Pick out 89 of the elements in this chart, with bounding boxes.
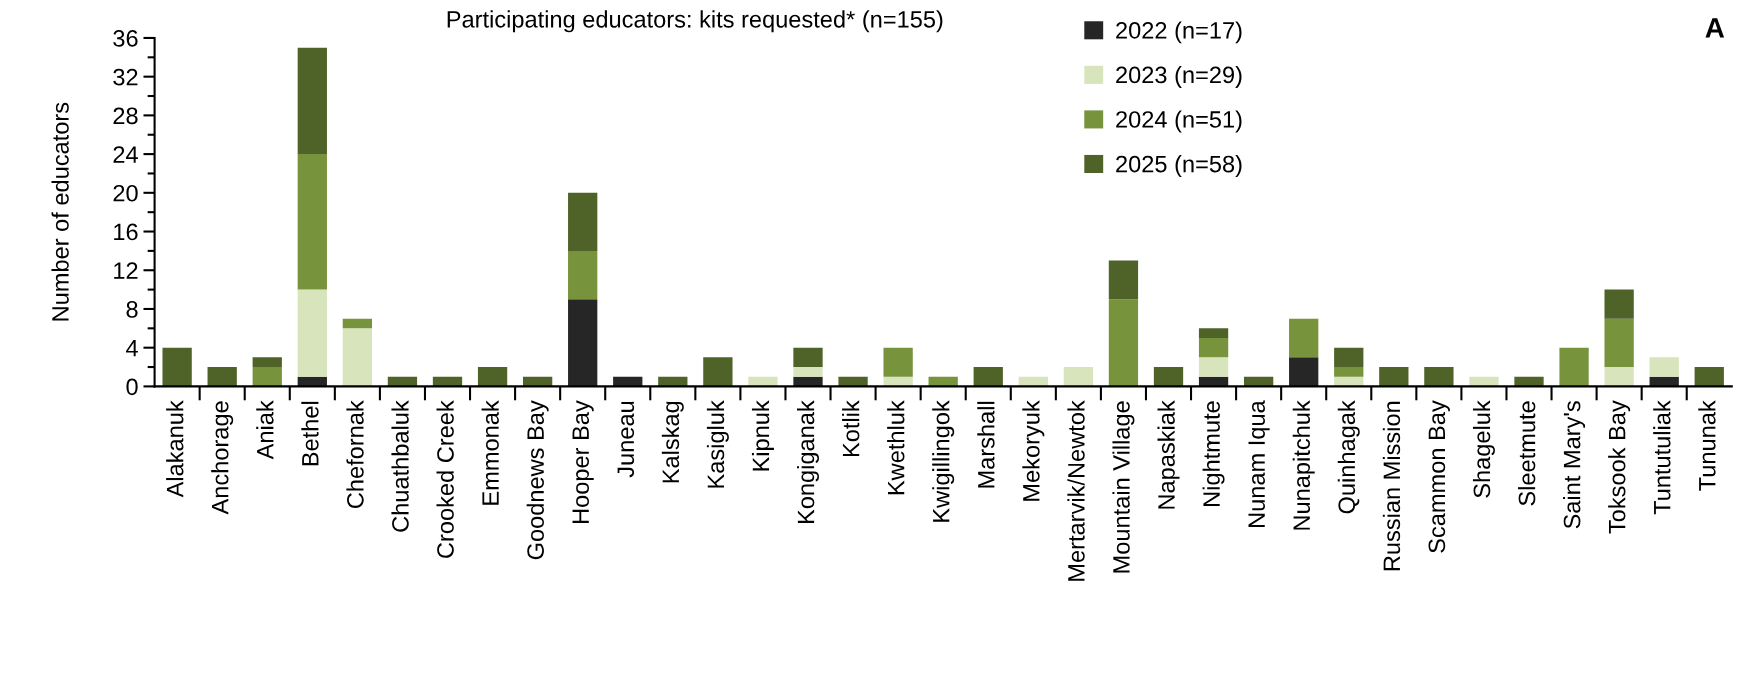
y-tick-label: 0 [126, 378, 138, 396]
bar [568, 192, 598, 251]
x-tick-label: Mertarvik/Newtok [1067, 400, 1085, 581]
bar [1063, 367, 1094, 387]
y-tick-label: 12 [114, 262, 138, 279]
x-tick-label: Kalskag [661, 401, 684, 483]
x-tick-label: Kongiganak [797, 400, 820, 524]
y-axis-title: Number of educators [51, 102, 69, 321]
x-tick-label: Russian Mission [1382, 401, 1401, 571]
bar [252, 357, 282, 368]
bar [568, 299, 598, 387]
bar [1694, 367, 1724, 387]
x-tick-label: Nightmute [1202, 401, 1225, 506]
x-tick-label: Kwethluk [887, 400, 905, 495]
bar [342, 328, 373, 387]
bar [1604, 367, 1634, 387]
x-tick-label: Hooper Bay [572, 400, 594, 524]
bar [1604, 318, 1634, 368]
y-tick-label: 4 [126, 339, 138, 357]
bar [297, 47, 327, 155]
bar [1108, 260, 1139, 300]
x-tick-label: Emmonak [481, 400, 499, 505]
bar [1334, 367, 1364, 377]
bar [1289, 318, 1319, 358]
bar [342, 318, 373, 329]
bar [1604, 289, 1634, 319]
bar [297, 289, 327, 377]
x-tick-label: Bethel [301, 401, 319, 466]
x-tick-label: Mountain Village [1112, 401, 1135, 573]
bar [1334, 347, 1364, 368]
x-tick-label: Kotlik [842, 400, 860, 457]
x-tick-label: Marshall [977, 401, 995, 488]
x-tick-label: Kwigillingok [932, 400, 955, 522]
x-tick-label: Scammon Bay [1428, 400, 1450, 553]
bar [883, 347, 913, 377]
x-tick-label: Tuntutuliak [1653, 400, 1671, 515]
legend-label: 2024 (n=51) [1116, 110, 1242, 133]
bar [1153, 367, 1184, 387]
bar [297, 154, 327, 290]
bar [1289, 357, 1319, 387]
x-tick-label: Nunam Iqua [1248, 400, 1270, 527]
bar [1198, 338, 1229, 358]
y-tick-label: 8 [126, 301, 138, 318]
x-tick-label: Nunapitchuk [1292, 400, 1315, 530]
bar [1379, 367, 1409, 387]
x-tick-label: Alakanuk [166, 400, 184, 498]
y-tick-label: 24 [113, 146, 138, 163]
x-tick-label: Anchorage [211, 401, 234, 515]
bar [207, 367, 237, 387]
y-tick-label: 16 [114, 223, 138, 241]
x-tick-label: Chuathbaluk [391, 400, 409, 532]
x-tick-label: Chefornak [346, 400, 364, 509]
x-tick-label: Shageluk [1472, 400, 1495, 498]
bar [1108, 299, 1139, 387]
x-tick-label: Crooked Creek [436, 400, 454, 558]
bar [793, 347, 823, 368]
x-tick-label: Kasigluk [706, 400, 729, 488]
bar [252, 367, 282, 387]
bar [1198, 328, 1229, 338]
bar [568, 250, 598, 300]
bar [1649, 357, 1679, 377]
bar [1424, 367, 1454, 387]
x-tick-label: Sleetmute [1518, 401, 1536, 506]
x-tick-label: Napaskiak [1157, 400, 1180, 509]
x-tick-label: Tununak [1698, 400, 1716, 491]
y-tick-label: 20 [113, 184, 138, 202]
x-tick-label: Aniak [256, 400, 274, 460]
x-tick-label: Saint Mary's [1563, 401, 1586, 529]
x-tick-label: Quinhagak [1337, 400, 1360, 514]
bar [1559, 347, 1589, 387]
x-tick-label: Juneau [617, 401, 635, 478]
x-tick-label: Toksook Bay [1608, 400, 1631, 534]
legend-label: 2022 (n=17) [1116, 21, 1242, 44]
bar [703, 357, 733, 387]
bar [477, 367, 508, 387]
y-tick-label: 28 [113, 107, 138, 125]
x-tick-label: Mekoryuk [1022, 400, 1045, 501]
legend-label: 2023 (n=29) [1116, 65, 1242, 88]
legend-label: 2025 (n=58) [1116, 155, 1242, 178]
y-tick-label: 36 [113, 30, 138, 47]
x-tick-label: Kipnuk [751, 400, 774, 471]
chart-title: Participating educators: kits requested* (n=155) [447, 10, 943, 33]
x-tick-label: Goodnews Bay [526, 400, 549, 560]
bar [162, 347, 192, 387]
bar [973, 367, 1003, 387]
y-tick-label: 32 [113, 68, 138, 86]
bar [793, 367, 823, 377]
bar [1198, 357, 1229, 377]
text: A [1705, 18, 1725, 38]
